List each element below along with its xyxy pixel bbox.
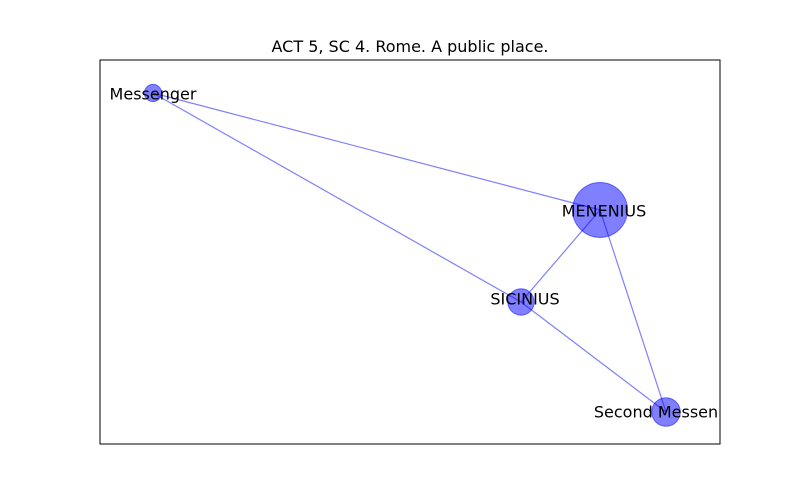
diagram-title: ACT 5, SC 4. Rome. A public place.	[272, 37, 549, 56]
node-label-sicinius: SICINIUS	[490, 290, 559, 309]
edge-menenius-second-messenger	[599, 209, 667, 413]
plot-frame	[99, 59, 721, 445]
edges-layer	[152, 92, 667, 413]
edge-messenger-menenius	[152, 92, 601, 211]
node-label-second-messenger: Second Messen	[594, 403, 718, 422]
node-label-menenius: MENENIUS	[562, 202, 647, 221]
node-menenius	[572, 182, 628, 238]
node-label-messenger: Messenger	[110, 85, 197, 104]
edge-sicinius-second-messenger	[520, 301, 667, 413]
labels-layer: Messenger MENENIUS SICINIUS Second Messen	[110, 85, 719, 422]
node-second-messenger	[651, 397, 681, 427]
nodes-layer	[143, 83, 681, 427]
edge-messenger-sicinius	[152, 92, 522, 303]
node-messenger	[143, 83, 163, 103]
node-sicinius	[507, 288, 535, 316]
